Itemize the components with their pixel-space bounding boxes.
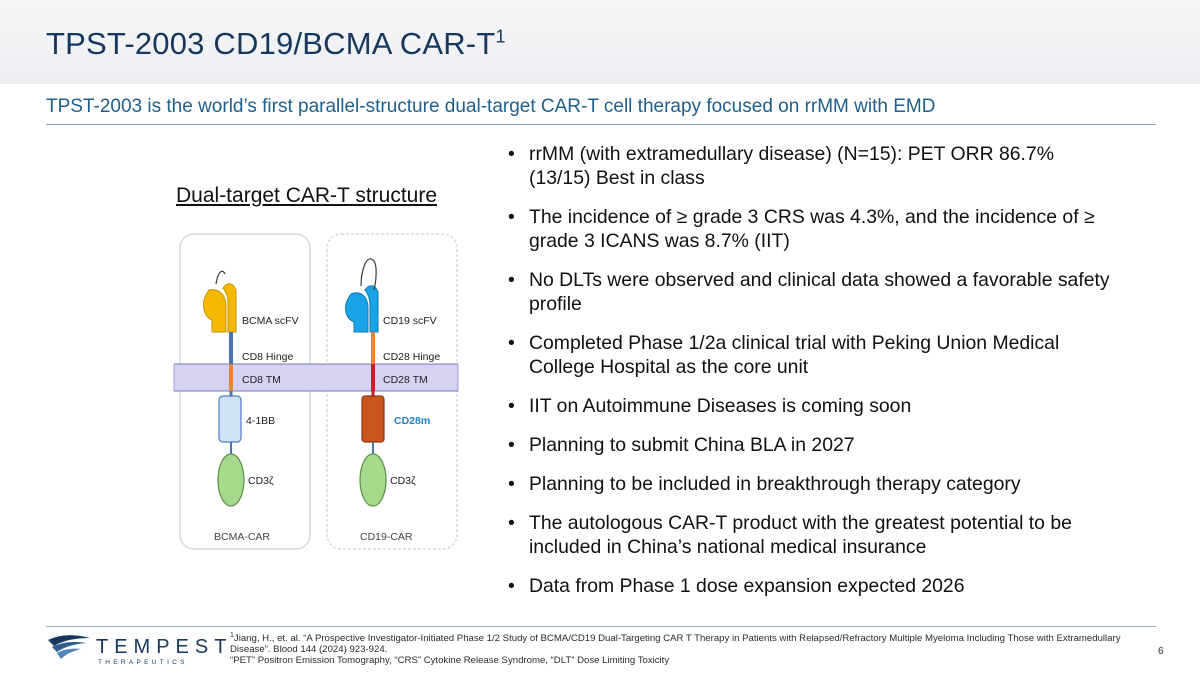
logo-wordmark: TEMPEST xyxy=(96,636,233,658)
abbreviations-footnote: “PET” Positron Emission Tomography, “CRS… xyxy=(230,655,670,667)
cd19-car-label: CD19-CAR xyxy=(360,531,413,543)
slide-title: TPST-2003 CD19/BCMA CAR-T1 xyxy=(46,26,506,62)
tempest-wings-logo-icon xyxy=(48,635,90,659)
cd19-scfv-shape xyxy=(345,258,379,333)
bullet-item: IIT on Autoimmune Diseases is coming soo… xyxy=(508,394,1118,418)
reference-footnote: 1Jiang, H., et. al. “A Prospective Inves… xyxy=(230,630,1130,655)
bullet-item: Data from Phase 1 dose expansion expecte… xyxy=(508,574,1118,598)
reference-text: Jiang, H., et. al. “A Prospective Invest… xyxy=(230,633,1121,656)
bcma-hinge-label: CD8 Hinge xyxy=(242,351,294,363)
reference-marker: 1 xyxy=(230,632,234,639)
bullet-item: Completed Phase 1/2a clinical trial with… xyxy=(508,331,1118,379)
title-footnote-marker: 1 xyxy=(495,26,506,47)
bcma-cd3z-label: CD3ζ xyxy=(248,475,274,487)
slide-subtitle: TPST-2003 is the world’s first parallel-… xyxy=(46,96,936,117)
title-band xyxy=(0,0,1200,84)
bcma-scfv-label: BCMA scFV xyxy=(242,315,299,327)
bullet-item: The incidence of ≥ grade 3 CRS was 4.3%,… xyxy=(508,205,1118,253)
cd28m-label: CD28m xyxy=(394,415,430,427)
top-divider xyxy=(46,124,1156,125)
bcma-cd3z-domain xyxy=(217,453,245,507)
slide-title-text: TPST-2003 CD19/BCMA CAR-T xyxy=(46,26,496,61)
bcma-scfv-shape xyxy=(203,270,237,333)
cd28m-domain xyxy=(361,395,385,443)
bullet-item: rrMM (with extramedullary disease) (N=15… xyxy=(508,142,1118,190)
cd19-scfv-label: CD19 scFV xyxy=(383,315,437,327)
bottom-divider xyxy=(46,626,1156,627)
cd19-cd3z-domain xyxy=(359,453,387,507)
bullet-item: No DLTs were observed and clinical data … xyxy=(508,268,1118,316)
page-number: 6 xyxy=(1158,646,1164,657)
bullet-item: The autologous CAR-T product with the gr… xyxy=(508,511,1118,559)
4-1bb-domain xyxy=(218,395,242,443)
figure-title: Dual-target CAR-T structure xyxy=(176,184,438,207)
bullet-item: Planning to be included in breakthrough … xyxy=(508,472,1118,496)
tempest-logo: TEMPEST THERAPEUTICS xyxy=(46,632,226,668)
cd19-tm-label: CD28 TM xyxy=(383,374,428,386)
cd19-cd3z-label: CD3ζ xyxy=(390,475,416,487)
logo-tagline: THERAPEUTICS xyxy=(98,659,188,666)
bcma-tm-label: CD8 TM xyxy=(242,374,281,386)
4-1bb-label: 4-1BB xyxy=(246,415,275,427)
bcma-car-label: BCMA-CAR xyxy=(214,531,270,543)
key-points-list: rrMM (with extramedullary disease) (N=15… xyxy=(508,142,1118,613)
footnotes: 1Jiang, H., et. al. “A Prospective Inves… xyxy=(230,630,1130,666)
car-t-structure-diagram: BCMA scFV CD8 Hinge CD8 TM 4-1BB CD3ζ BC… xyxy=(170,224,470,559)
bullet-item: Planning to submit China BLA in 2027 xyxy=(508,433,1118,457)
cd19-hinge-label: CD28 Hinge xyxy=(383,351,440,363)
